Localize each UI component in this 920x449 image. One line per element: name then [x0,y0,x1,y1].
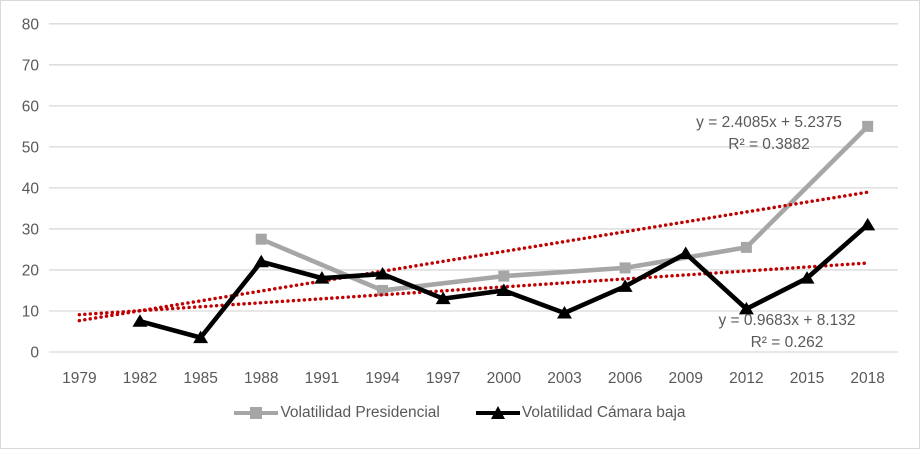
data-point-square [255,233,267,245]
x-tick-label: 1988 [244,370,278,387]
legend-swatch-gray-square-icon [234,407,279,419]
y-tick-label: 0 [30,345,39,362]
data-point-triangle [314,271,330,284]
data-point-triangle [375,267,391,280]
y-tick-label: 30 [22,221,40,238]
x-tick-label: 2006 [608,370,642,387]
y-tick-label: 50 [22,139,40,156]
r-squared-text: R² = 0.262 [750,334,824,351]
data-point-square [498,270,510,282]
legend-label: Volatilidad Cámara baja [521,404,686,421]
data-point-triangle [253,254,269,268]
data-point-triangle [738,301,754,315]
legend-swatch-black-triangle-icon [475,406,520,419]
data-point-square [377,284,389,296]
data-point-triangle [193,330,209,344]
x-tick-label: 1991 [305,370,339,387]
x-tick-label: 1997 [426,370,460,387]
x-tick-label: 2012 [729,370,763,387]
y-tick-label: 70 [22,57,40,74]
data-point-triangle [132,314,148,327]
data-point-square [862,120,874,132]
legend-label: Volatilidad Presidencial [280,404,440,421]
r-squared-text: R² = 0.3882 [728,136,810,153]
x-tick-label: 2018 [850,370,884,387]
trendline-camara-baja [77,261,870,317]
data-point-triangle [435,291,451,305]
x-tick-label: 1982 [123,370,157,387]
x-tick-label: 2015 [790,370,824,387]
data-point-triangle [556,306,572,319]
trendline-presidencial [77,190,870,323]
y-tick-label: 40 [22,180,40,197]
equation-text: y = 0.9683x + 8.132 [718,312,856,329]
x-tick-label: 2000 [487,370,522,387]
data-point-triangle [799,271,815,284]
data-point-triangle [860,217,876,231]
y-tick-label: 10 [22,303,40,320]
x-tick-label: 2009 [669,370,703,387]
y-tick-label: 20 [22,262,40,279]
trendline-equation-presidencial: y = 2.4085x + 5.2375 R² = 0.3882 [659,112,879,156]
x-tick-label: 2003 [547,370,581,387]
series-line-presidencial [260,124,870,293]
legend-item-presidencial: Volatilidad Presidencial [234,404,440,422]
trendline-equation-camara: y = 0.9683x + 8.132 R² = 0.262 [677,310,897,354]
x-tick-label: 1994 [365,370,400,387]
x-tick-label: 1979 [62,370,96,387]
data-point-triangle [617,279,633,292]
y-tick-label: 60 [22,98,40,115]
data-point-square [619,262,631,274]
equation-text: y = 2.4085x + 5.2375 [696,114,842,131]
data-point-triangle [496,283,512,296]
data-point-triangle [678,246,694,260]
legend-item-camara-baja: Volatilidad Cámara baja [475,404,686,422]
data-point-square [740,241,752,253]
y-tick-label: 80 [22,16,40,33]
x-tick-label: 1985 [183,370,217,387]
chart-legend: Volatilidad Presidencial Volatilidad Cám… [1,404,919,422]
